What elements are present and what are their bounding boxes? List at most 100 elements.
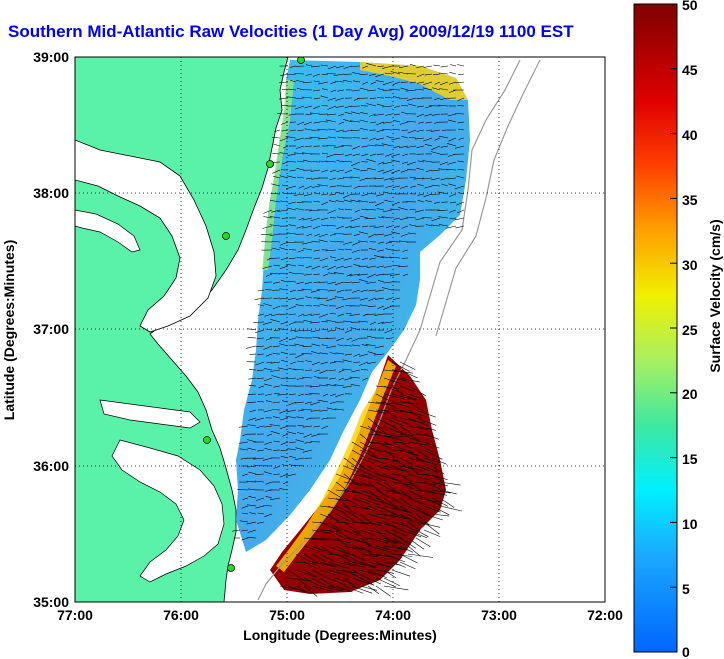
velocity-arrow bbox=[286, 161, 297, 163]
velocity-arrow bbox=[246, 537, 257, 539]
velocity-arrow bbox=[369, 153, 377, 156]
velocity-arrow bbox=[376, 129, 385, 133]
velocity-arrow bbox=[360, 169, 369, 172]
velocity-arrow bbox=[359, 577, 375, 586]
velocity-arrow bbox=[269, 200, 281, 203]
velocity-arrow bbox=[318, 239, 329, 243]
velocity-arrow bbox=[399, 497, 412, 507]
velocity-arrow bbox=[279, 152, 289, 155]
velocity-arrow bbox=[303, 320, 313, 323]
velocity-arrow bbox=[256, 425, 265, 428]
velocity-arrow bbox=[327, 265, 337, 270]
map-title: Southern Mid-Atlantic Raw Velocities (1 … bbox=[8, 22, 574, 41]
velocity-arrow bbox=[391, 153, 401, 157]
velocity-arrow bbox=[457, 209, 465, 214]
velocity-arrow bbox=[277, 367, 289, 371]
velocity-arrow bbox=[286, 96, 297, 99]
velocity-arrow bbox=[295, 585, 310, 594]
velocity-arrow bbox=[241, 537, 249, 541]
velocity-arrow bbox=[432, 87, 441, 91]
velocity-arrow bbox=[362, 377, 369, 381]
velocity-arrow bbox=[311, 433, 321, 437]
velocity-arrow bbox=[350, 176, 361, 179]
velocity-arrow bbox=[311, 185, 321, 188]
velocity-arrow bbox=[271, 137, 281, 139]
velocity-arrow bbox=[264, 393, 273, 396]
velocity-arrow bbox=[329, 377, 337, 380]
velocity-arrow bbox=[447, 161, 457, 165]
velocity-arrow bbox=[399, 561, 416, 570]
velocity-arrow bbox=[415, 441, 433, 453]
velocity-arrow bbox=[294, 105, 305, 110]
velocity-arrow bbox=[393, 217, 401, 220]
velocity-arrow bbox=[376, 193, 385, 197]
velocity-arrow bbox=[335, 529, 352, 540]
velocity-arrow bbox=[318, 337, 329, 339]
velocity-arrow bbox=[426, 129, 433, 131]
velocity-arrow bbox=[391, 385, 404, 395]
velocity-arrow bbox=[280, 257, 289, 261]
velocity-arrow bbox=[450, 64, 457, 67]
velocity-arrow bbox=[335, 265, 345, 269]
velocity-arrow bbox=[304, 281, 313, 285]
velocity-arrow bbox=[293, 464, 305, 467]
velocity-arrow bbox=[385, 241, 393, 244]
velocity-arrow bbox=[305, 360, 313, 363]
velocity-arrow bbox=[374, 345, 385, 349]
velocity-arrow bbox=[264, 441, 273, 445]
velocity-arrow bbox=[377, 161, 385, 165]
velocity-arrow bbox=[354, 257, 361, 260]
velocity-arrow bbox=[351, 529, 369, 540]
velocity-arrow bbox=[423, 529, 441, 537]
velocity-arrow bbox=[446, 143, 457, 147]
velocity-arrow bbox=[423, 137, 433, 142]
velocity-arrow bbox=[294, 73, 305, 75]
velocity-arrow bbox=[383, 521, 404, 532]
velocity-arrow bbox=[352, 153, 361, 156]
velocity-arrow bbox=[305, 113, 313, 116]
velocity-arrow bbox=[375, 73, 385, 77]
velocity-arrow bbox=[376, 208, 385, 211]
velocity-arrow bbox=[263, 505, 273, 507]
velocity-arrow bbox=[335, 585, 353, 593]
velocity-arrow bbox=[265, 337, 273, 341]
velocity-arrow bbox=[374, 201, 385, 207]
velocity-arrow bbox=[365, 313, 377, 315]
velocity-arrow bbox=[394, 105, 401, 108]
velocity-arrow bbox=[400, 233, 409, 237]
velocity-arrow bbox=[310, 289, 321, 293]
velocity-arrow bbox=[431, 481, 448, 487]
velocity-arrow bbox=[303, 81, 313, 83]
velocity-arrow bbox=[407, 465, 421, 476]
velocity-arrow bbox=[328, 136, 337, 139]
velocity-arrow bbox=[279, 488, 289, 491]
velocity-arrow bbox=[367, 585, 380, 594]
velocity-arrow bbox=[344, 208, 353, 211]
velocity-arrow bbox=[375, 393, 389, 401]
velocity-arrow bbox=[415, 481, 437, 485]
velocity-arrow bbox=[383, 233, 393, 237]
velocity-arrow bbox=[425, 224, 433, 227]
velocity-arrow bbox=[273, 281, 281, 284]
velocity-arrow bbox=[349, 120, 361, 123]
velocity-arrow bbox=[383, 409, 397, 418]
velocity-arrow bbox=[319, 384, 329, 387]
velocity-arrow bbox=[327, 105, 337, 110]
colorbar-label: Surface Velocity (cm/s) bbox=[707, 219, 723, 372]
velocity-arrow bbox=[336, 337, 345, 341]
velocity-arrow bbox=[310, 385, 321, 388]
velocity-arrow bbox=[343, 585, 364, 594]
velocity-arrow bbox=[351, 553, 366, 562]
velocity-arrow bbox=[381, 321, 393, 324]
velocity-arrow bbox=[431, 457, 447, 465]
velocity-arrow bbox=[287, 153, 297, 156]
velocity-arrow bbox=[327, 224, 337, 227]
velocity-arrow bbox=[361, 344, 369, 347]
velocity-arrow bbox=[279, 343, 289, 347]
velocity-arrow bbox=[407, 529, 428, 539]
velocity-arrow bbox=[391, 441, 410, 444]
velocity-arrow bbox=[338, 248, 345, 251]
velocity-arrow bbox=[265, 400, 273, 403]
velocity-arrow bbox=[265, 328, 273, 331]
velocity-arrow bbox=[407, 417, 427, 426]
